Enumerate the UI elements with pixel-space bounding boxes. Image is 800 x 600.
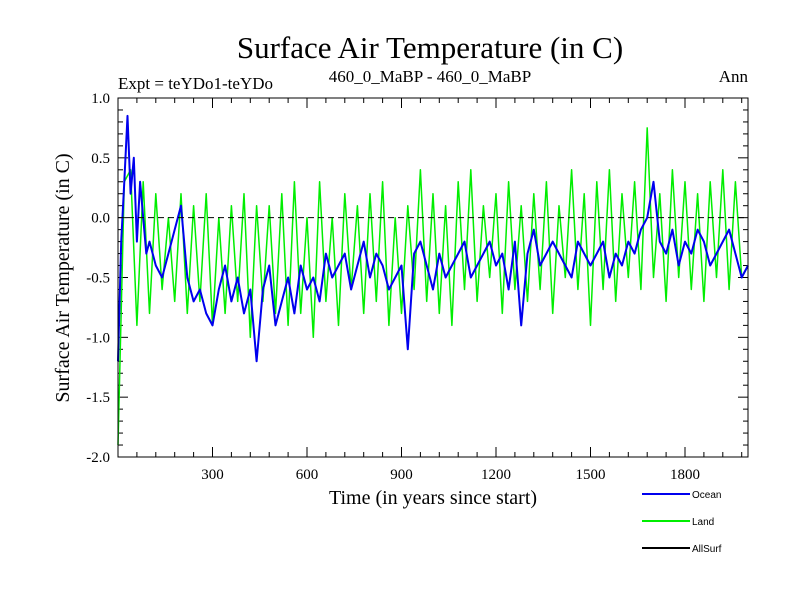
- chart-title: Surface Air Temperature (in C): [237, 30, 623, 65]
- x-tick-label: 300: [201, 467, 224, 483]
- y-tick-label: 0.5: [91, 151, 110, 167]
- y-axis-label: Surface Air Temperature (in C): [52, 153, 74, 402]
- axis-tick-labels: -2.0 -1.5 -1.0 -0.5 0.0 0.5 1.0 300 600 900 1200 15…: [86, 91, 700, 483]
- subtitle-right: Ann: [719, 67, 749, 86]
- x-tick-label: 900: [390, 467, 413, 483]
- legend-label-ocean: Ocean: [692, 490, 721, 501]
- x-tick-label: 1200: [481, 467, 511, 483]
- legend-label-land: Land: [692, 517, 714, 528]
- x-tick-label: 1800: [670, 467, 700, 483]
- y-tick-label: -1.5: [86, 390, 110, 406]
- legend-label-allsurf: AllSurf: [692, 544, 722, 555]
- y-tick-label: -0.5: [86, 271, 110, 287]
- subtitle-center: 460_0_MaBP - 460_0_MaBP: [329, 67, 531, 86]
- x-tick-label: 1500: [576, 467, 606, 483]
- subtitle-left: Expt = teYDo1-teYDo: [118, 74, 273, 93]
- series-line-ocean: [117, 114, 749, 363]
- plot-frame: [117, 97, 749, 458]
- y-tick-label: -2.0: [86, 450, 110, 466]
- series-layer: [117, 114, 749, 446]
- series-line-land: [117, 127, 749, 446]
- y-tick-label: 0.0: [91, 211, 110, 227]
- x-tick-label: 600: [296, 467, 319, 483]
- x-axis-label: Time (in years since start): [329, 487, 537, 509]
- y-tick-label: 1.0: [91, 91, 110, 107]
- legend: Ocean Land AllSurf: [642, 490, 722, 555]
- y-tick-label: -1.0: [86, 330, 110, 346]
